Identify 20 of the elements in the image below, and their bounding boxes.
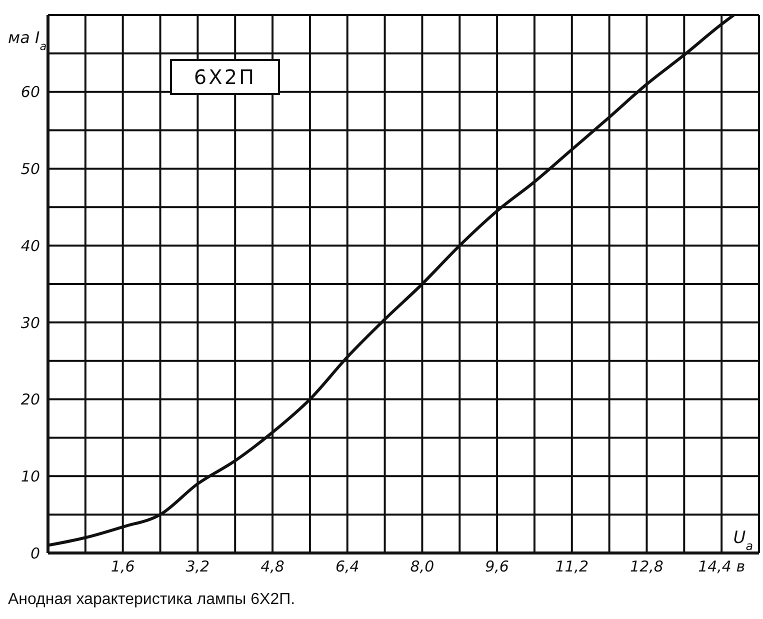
x-tick-label: 4,8 [260,558,284,576]
y-tick-label: 60 [20,83,40,102]
y-tick-label: 0 [30,544,40,562]
x-tick-label: 3,2 [186,558,210,576]
x-tick-label: 14,4 в [698,558,746,576]
x-tick-label: 1,6 [110,558,135,576]
y-tick-label: 20 [20,390,40,409]
x-tick-label: 8,0 [410,558,434,576]
x-tick-label: 11,2 [555,558,589,576]
y-axis-title: ма I$_{a}$ [8,28,47,52]
y-tick-label: 30 [20,314,40,332]
annotation: 6Х2П [170,59,280,95]
x-tick-label: 12,8 [630,558,664,576]
text: Анодная характеристика лампы 6Х2П. [8,591,296,609]
y-tick-label: 40 [20,236,40,255]
y-tick-label: 50 [20,160,40,178]
x-tick-label: 9,6 [485,558,509,576]
x-tick-label: 6,4 [335,558,360,576]
y-tick-label: 10 [20,467,40,486]
x-axis-title: U$_{a}$ [733,528,753,553]
